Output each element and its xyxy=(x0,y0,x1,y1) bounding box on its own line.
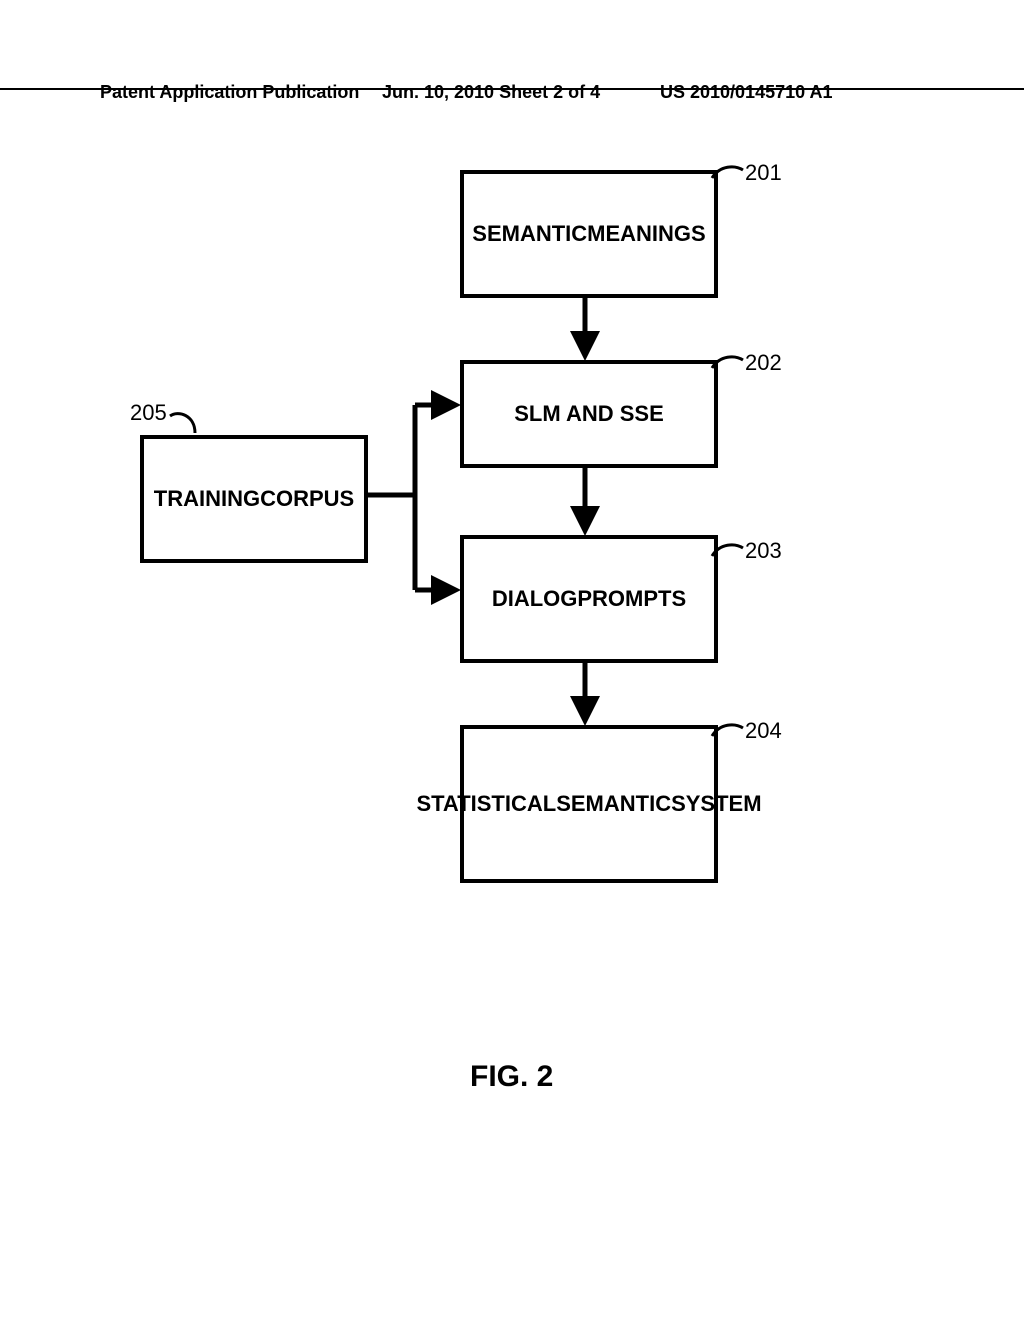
flowchart-node-204: STATISTICALSEMANTICSYSTEM xyxy=(460,725,718,883)
page: Patent Application Publication Jun. 10, … xyxy=(0,0,1024,1320)
header-center: Jun. 10, 2010 Sheet 2 of 4 xyxy=(382,82,600,103)
ref-label-205: 205 xyxy=(130,400,167,426)
figure-caption: FIG. 2 xyxy=(470,1060,553,1094)
flowchart-node-203: DIALOGPROMPTS xyxy=(460,535,718,663)
ref-label-202: 202 xyxy=(745,350,782,376)
page-header: Patent Application Publication Jun. 10, … xyxy=(0,82,1024,90)
header-left: Patent Application Publication xyxy=(100,82,359,103)
header-right: US 2010/0145710 A1 xyxy=(660,82,832,103)
ref-label-203: 203 xyxy=(745,538,782,564)
flowchart-node-201: SEMANTICMEANINGS xyxy=(460,170,718,298)
flowchart-node-205: TRAININGCORPUS xyxy=(140,435,368,563)
flowchart-node-202: SLM AND SSE xyxy=(460,360,718,468)
ref-label-204: 204 xyxy=(745,718,782,744)
ref-label-201: 201 xyxy=(745,160,782,186)
flowchart-diagram: SEMANTICMEANINGS SLM AND SSE TRAININGCORPU… xyxy=(0,150,1024,1050)
